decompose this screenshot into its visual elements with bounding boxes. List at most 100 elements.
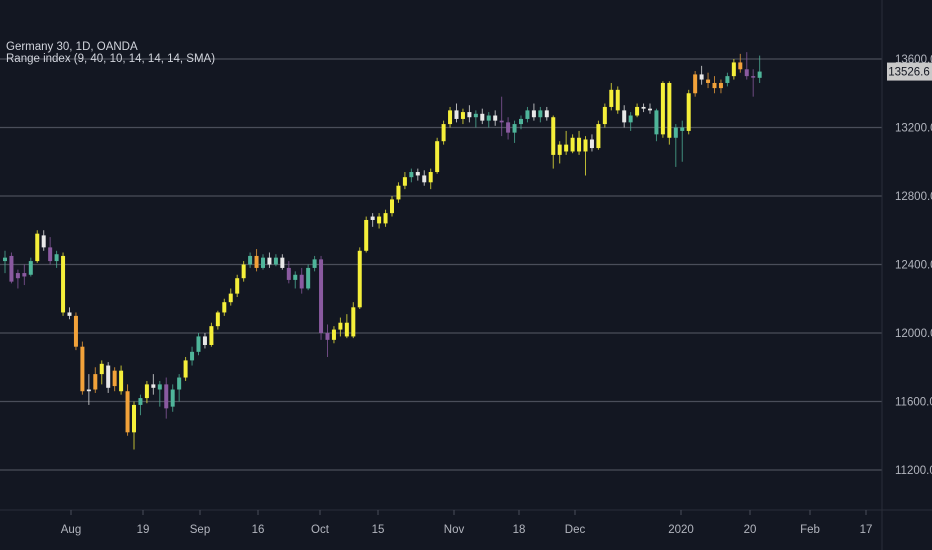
- price-tick-label: 12400.0: [895, 260, 932, 272]
- candle: [106, 362, 111, 393]
- chart-title: Germany 30, 1D, OANDA: [6, 41, 138, 53]
- candle-body: [151, 384, 156, 388]
- candle-body: [299, 274, 304, 289]
- candle-body: [377, 216, 382, 224]
- candle: [635, 103, 640, 118]
- candle: [660, 81, 665, 138]
- candle-body: [654, 110, 659, 135]
- candle-body: [293, 274, 298, 280]
- candle: [467, 105, 472, 123]
- candle: [751, 69, 756, 97]
- candle: [686, 89, 691, 135]
- candle-body: [699, 74, 704, 80]
- candle: [654, 108, 659, 142]
- candle-body: [660, 82, 665, 135]
- candle-body: [635, 106, 640, 116]
- candle: [331, 326, 336, 344]
- candle-body: [751, 76, 756, 78]
- candle-body: [241, 264, 246, 279]
- candle: [486, 112, 491, 128]
- candle-body: [667, 82, 672, 138]
- candle-body: [596, 124, 601, 149]
- candle-body: [551, 117, 556, 155]
- time-axis[interactable]: Aug 19 Sep 16 Oct 15 Nov 18 Dec 2020 20 Feb 17: [61, 510, 873, 536]
- candle: [235, 274, 240, 298]
- candle: [712, 76, 717, 94]
- candle: [138, 394, 143, 416]
- candle: [67, 307, 72, 320]
- candle-body: [725, 76, 730, 83]
- candle-body: [119, 370, 124, 392]
- candle-body: [48, 247, 53, 262]
- candle-body: [622, 110, 627, 123]
- candle-body: [99, 363, 104, 375]
- candle-body: [215, 312, 220, 327]
- time-tick-label: 16: [252, 524, 265, 536]
- time-tick-label: Nov: [444, 524, 465, 536]
- candle-body: [61, 255, 66, 313]
- candle: [544, 106, 549, 121]
- candle: [415, 168, 420, 181]
- candle: [454, 103, 459, 123]
- time-tick-label: Dec: [565, 524, 586, 536]
- time-tick-label: 2020: [668, 524, 694, 536]
- candle: [757, 55, 762, 83]
- indicator-label[interactable]: Range index (9, 40, 10, 14, 14, 14, SMA): [6, 53, 216, 65]
- candle-body: [628, 115, 633, 123]
- candle: [9, 252, 14, 284]
- candle-body: [267, 257, 272, 265]
- candle-body: [589, 139, 594, 149]
- candle-body: [615, 89, 620, 111]
- candle-body: [157, 384, 162, 390]
- candle-body: [196, 336, 201, 352]
- time-tick-label: Oct: [311, 524, 330, 536]
- candle-body: [312, 259, 317, 268]
- candle-body: [15, 273, 20, 279]
- time-tick-label: 15: [372, 524, 385, 536]
- candle-body: [577, 137, 582, 152]
- candle: [609, 82, 614, 111]
- candle: [3, 250, 7, 274]
- price-axis[interactable]: 13600.013200.012800.012400.012000.011600…: [895, 54, 932, 477]
- candle: [744, 52, 749, 80]
- candle: [706, 72, 711, 89]
- candle: [177, 374, 182, 402]
- candle-body: [67, 312, 72, 316]
- candle: [460, 108, 465, 125]
- candle-body: [680, 127, 685, 131]
- candle: [338, 317, 343, 337]
- candle: [170, 384, 175, 412]
- candle-body: [473, 113, 478, 118]
- candle-body: [319, 259, 324, 333]
- candle-body: [183, 360, 188, 378]
- candle: [551, 115, 556, 169]
- candle-body: [396, 185, 401, 200]
- candle: [480, 108, 485, 125]
- candle: [202, 333, 207, 349]
- candle-body: [648, 108, 652, 111]
- candle: [151, 374, 156, 395]
- candle-body: [254, 255, 259, 268]
- candle: [409, 168, 414, 183]
- candle: [273, 254, 278, 267]
- candle-body: [712, 82, 717, 89]
- candle-body: [757, 71, 762, 78]
- candle: [61, 252, 66, 316]
- candle: [41, 230, 46, 251]
- candle: [132, 401, 136, 450]
- candle-body: [325, 333, 330, 340]
- candle: [286, 261, 291, 284]
- candle-body: [673, 127, 678, 138]
- candle-body: [538, 110, 543, 118]
- candle-body: [144, 384, 149, 399]
- candle-body: [190, 351, 195, 361]
- candle-body: [686, 93, 691, 131]
- candle: [512, 120, 517, 143]
- price-tick-label: 12800.0: [895, 191, 932, 203]
- candle-body: [286, 267, 291, 280]
- candle: [144, 380, 149, 404]
- candle: [589, 134, 594, 152]
- candle: [473, 110, 478, 128]
- candle: [48, 237, 53, 265]
